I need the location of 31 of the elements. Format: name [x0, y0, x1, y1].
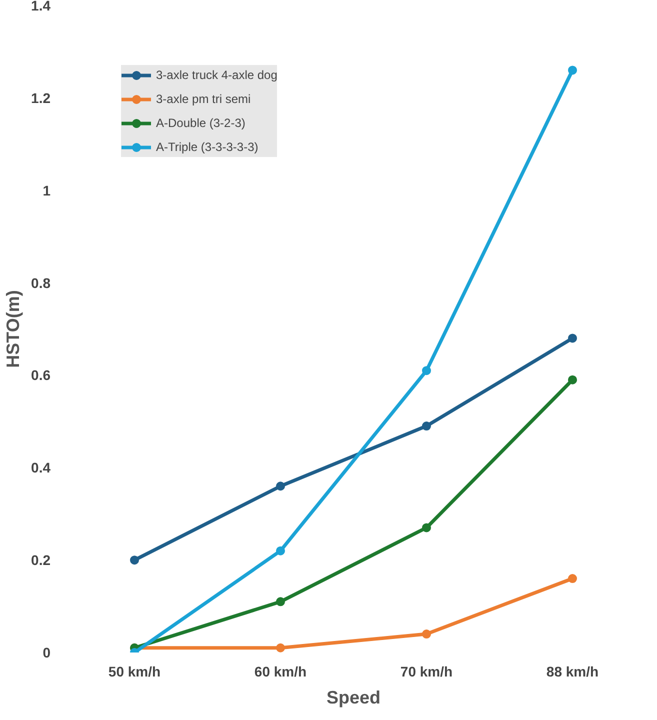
x-tick-label: 50 km/h — [108, 664, 161, 680]
x-axis-title: Speed — [326, 688, 381, 708]
point — [422, 523, 431, 532]
y-axis-title: HSTO(m) — [3, 290, 24, 368]
point — [276, 643, 285, 652]
point — [276, 597, 285, 606]
y-tick-label: 1.2 — [31, 90, 51, 106]
point — [422, 422, 431, 431]
y-tick-label: 0.4 — [31, 460, 51, 476]
legend-label: 3-axle pm tri semi — [156, 92, 251, 106]
legend-label: A-Triple (3-3-3-3-3) — [156, 140, 258, 154]
y-tick-label: 1 — [42, 182, 51, 198]
point — [422, 366, 431, 376]
legend-label: A-Double (3-2-3) — [156, 116, 246, 130]
point — [276, 546, 285, 556]
point — [276, 482, 285, 491]
point — [130, 556, 139, 565]
y-tick-label: 0 — [42, 644, 51, 660]
legend-label: 3-axle truck 4-axle dog — [156, 68, 278, 82]
x-tick-label: 60 km/h — [254, 664, 307, 680]
x-tick-label: 70 km/h — [400, 664, 453, 680]
point — [422, 630, 431, 639]
y-tick-label: 1.4 — [31, 0, 51, 14]
point — [568, 375, 577, 384]
y-tick-label: 0.2 — [31, 552, 51, 568]
x-tick-label: 88 km/h — [546, 664, 599, 680]
y-tick-label: 0.8 — [31, 274, 51, 291]
point — [568, 66, 577, 75]
y-tick-label: 0.6 — [31, 367, 51, 384]
point — [568, 574, 577, 584]
point — [568, 334, 577, 343]
